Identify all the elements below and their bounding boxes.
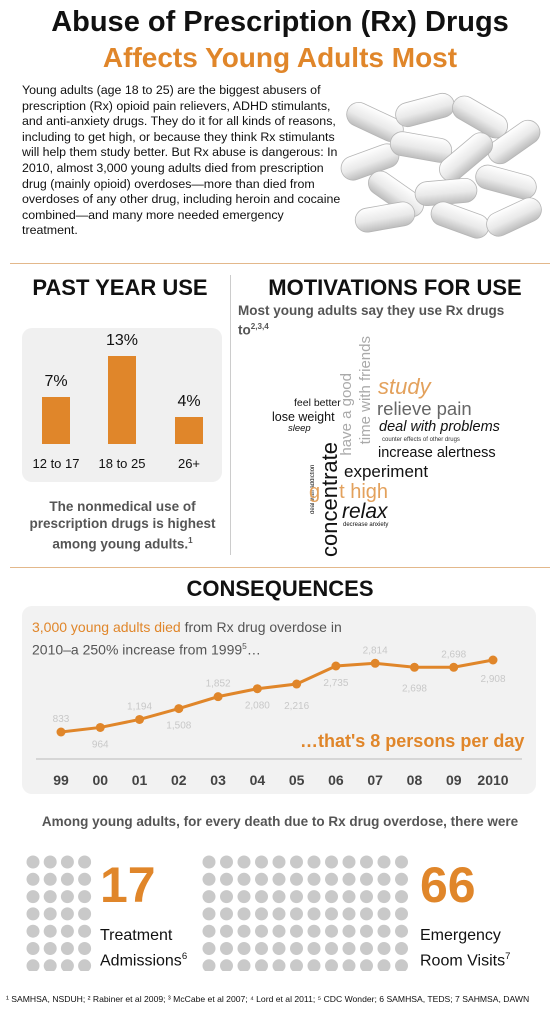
word-concentrate: concentrate bbox=[317, 442, 342, 557]
pills-illustration bbox=[340, 92, 542, 239]
divider-middle bbox=[10, 567, 550, 568]
bar-value-label: 7% bbox=[44, 372, 68, 390]
divider-vertical bbox=[230, 275, 231, 555]
overdose-value-label: 1,508 bbox=[166, 721, 191, 732]
year-tick-label: 07 bbox=[367, 772, 383, 788]
motivations-heading: MOTIVATIONS FOR USE bbox=[268, 275, 522, 300]
word-relieve-pain: relieve pain bbox=[377, 398, 472, 419]
er-number: 66 bbox=[420, 857, 476, 913]
overdose-value-label: 2,080 bbox=[245, 701, 270, 712]
overdose-point bbox=[409, 662, 419, 672]
word-relax: relax bbox=[342, 500, 388, 523]
past-year-heading: PAST YEAR USE bbox=[32, 275, 208, 300]
er-dot-grid bbox=[202, 855, 408, 971]
year-tick-label: 04 bbox=[250, 772, 266, 788]
word-time-with-friends: time with friends bbox=[357, 336, 374, 445]
bar-value-label: 4% bbox=[177, 392, 201, 410]
word-feel-better: feel better bbox=[294, 397, 341, 409]
treatment-dot-grid bbox=[26, 855, 92, 971]
year-tick-label: 05 bbox=[289, 772, 305, 788]
motivations-subtitle: Most young adults say they use Rx drugs … bbox=[238, 303, 505, 338]
consequences-text: 3,000 young adults died from Rx drug ove… bbox=[32, 619, 342, 658]
main-title: Abuse of Prescription (Rx) Drugs bbox=[51, 6, 509, 38]
intro-paragraph: Young adults (age 18 to 25) are the bigg… bbox=[22, 83, 341, 238]
overdose-point bbox=[292, 679, 302, 689]
year-tick-label: 00 bbox=[92, 772, 108, 788]
treatment-number: 17 bbox=[100, 857, 156, 913]
main-subtitle: Affects Young Adults Most bbox=[102, 42, 458, 73]
overdose-point bbox=[488, 655, 498, 665]
overdose-value-label: 833 bbox=[53, 714, 70, 725]
overdose-point bbox=[95, 722, 105, 732]
bar-category-label: 26+ bbox=[177, 456, 201, 471]
per-day-callout: …that's 8 persons per day bbox=[300, 731, 525, 751]
overdose-point bbox=[174, 704, 184, 714]
word-lose-weight: lose weight bbox=[272, 410, 335, 424]
consequences-chart-panel bbox=[22, 606, 536, 794]
overdose-value-label: 2,698 bbox=[441, 649, 466, 660]
overdose-point bbox=[135, 714, 145, 724]
overdose-value-label: 2,216 bbox=[284, 701, 309, 712]
overdose-point bbox=[56, 727, 66, 737]
year-tick-label: 06 bbox=[328, 772, 344, 788]
overdose-value-label: 964 bbox=[92, 739, 109, 750]
past-year-caption: The nonmedical use of prescription drugs… bbox=[29, 499, 216, 552]
year-tick-label: 02 bbox=[171, 772, 187, 788]
word-sleep: sleep bbox=[288, 423, 311, 434]
overdose-point bbox=[370, 658, 380, 668]
overdose-value-label: 1,194 bbox=[127, 701, 152, 712]
overdose-value-label: 2,814 bbox=[363, 645, 388, 656]
word-study: study bbox=[378, 374, 431, 399]
bar-2 bbox=[175, 416, 203, 444]
overdose-line-chart: 833 99 964 00 1,194 01 1,508 02 1,852 03 2,080 04 2,… bbox=[36, 645, 522, 788]
year-tick-label: 03 bbox=[210, 772, 226, 788]
bar-category-label: 12 to 17 bbox=[32, 456, 80, 471]
overdose-value-label: 2,735 bbox=[323, 678, 348, 689]
bar-0 bbox=[42, 396, 70, 444]
year-tick-label: 09 bbox=[446, 772, 462, 788]
consequences-heading: CONSEQUENCES bbox=[186, 576, 374, 601]
year-tick-label: 08 bbox=[407, 772, 423, 788]
overdose-series-line bbox=[60, 658, 494, 734]
year-tick-label: 2010 bbox=[477, 772, 508, 788]
word-deal-with-problems: deal with problems bbox=[379, 419, 500, 435]
overdose-point bbox=[252, 684, 262, 694]
footnote-sources: ¹ SAMHSA, NSDUH; ² Rabiner et al 2009; ³… bbox=[6, 994, 530, 1004]
bar-category-label: 18 to 25 bbox=[98, 456, 146, 471]
past-year-bars: 7% 12 to 17 13% 18 to 25 4% 26+ bbox=[22, 328, 222, 482]
divider-top bbox=[10, 263, 550, 264]
overdose-value-label: 2,908 bbox=[480, 674, 505, 685]
er-label: Emergency Room Visits7 bbox=[420, 927, 511, 970]
word-experiment: experiment bbox=[344, 462, 429, 481]
overdose-point bbox=[331, 661, 341, 671]
year-tick-label: 99 bbox=[53, 772, 69, 788]
overdose-value-label: 1,852 bbox=[206, 679, 231, 690]
overdose-point bbox=[449, 662, 459, 672]
treatment-label: Treatment Admissions6 bbox=[100, 927, 188, 970]
year-tick-label: 01 bbox=[132, 772, 148, 788]
motivations-word-cloud: feel better lose weight sleep deal with … bbox=[230, 330, 560, 557]
bar-1 bbox=[108, 356, 136, 444]
comparison-text: Among young adults, for every death due … bbox=[41, 814, 519, 829]
word-counter-effects: counter effects of other drugs bbox=[382, 437, 460, 443]
overdose-point bbox=[213, 692, 223, 702]
bar-value-label: 13% bbox=[105, 332, 139, 349]
word-increase-alertness: increase alertness bbox=[378, 445, 496, 461]
overdose-value-label: 2,698 bbox=[402, 683, 427, 694]
word-decrease-anxiety: decrease anxiety bbox=[343, 522, 389, 528]
